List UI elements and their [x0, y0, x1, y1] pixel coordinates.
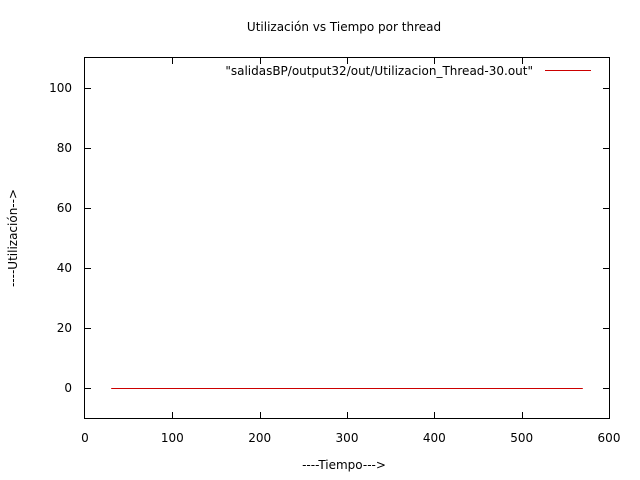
x-tick-label: 100: [161, 431, 184, 445]
y-tick-label: 60: [57, 201, 72, 215]
x-tick-label: 200: [248, 431, 271, 445]
y-tick-label: 0: [64, 381, 72, 395]
x-tick-label: 400: [423, 431, 446, 445]
y-axis-label: ----Utilización-->: [6, 189, 20, 287]
legend: "salidasBP/output32/out/Utilizacion_Thre…: [225, 64, 591, 78]
x-axis-ticks: 0 100 200 300 400 500 600: [81, 58, 620, 445]
x-tick-label: 300: [336, 431, 359, 445]
legend-label: "salidasBP/output32/out/Utilizacion_Thre…: [225, 64, 533, 78]
y-axis-ticks: 0 20 40 60 80 100: [49, 81, 609, 395]
y-tick-label: 80: [57, 141, 72, 155]
x-tick-label: 600: [598, 431, 621, 445]
y-tick-label: 40: [57, 261, 72, 275]
plot-frame: [84, 57, 610, 419]
x-tick-label: 0: [81, 431, 89, 445]
y-tick-label: 20: [57, 321, 72, 335]
x-tick-label: 500: [510, 431, 533, 445]
x-axis-label: ----Tiempo--->: [302, 458, 386, 472]
chart-title: Utilización vs Tiempo por thread: [247, 20, 441, 34]
y-tick-label: 100: [49, 81, 72, 95]
